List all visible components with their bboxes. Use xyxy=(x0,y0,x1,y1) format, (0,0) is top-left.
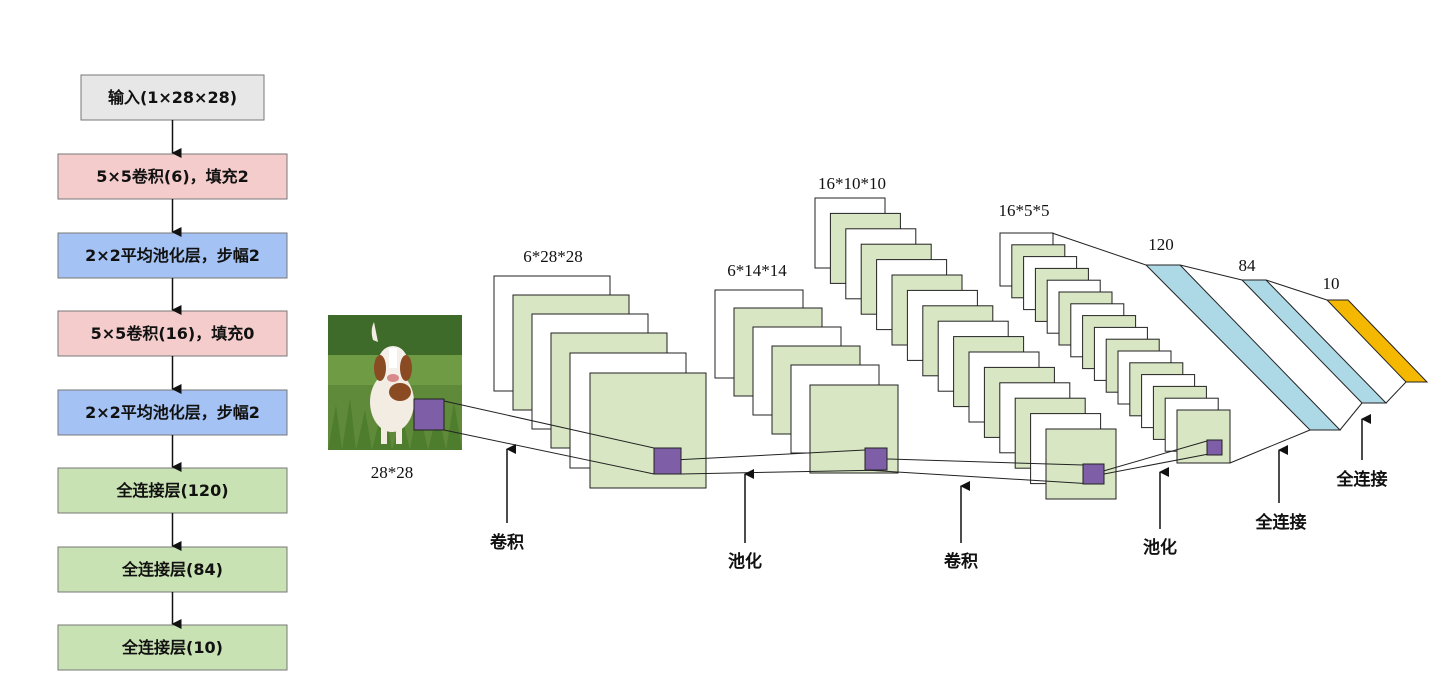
fc10-size-label: 10 xyxy=(1323,274,1340,293)
connector-line xyxy=(1229,429,1311,464)
fc120-size-label: 120 xyxy=(1148,235,1174,254)
kernel-pool1 xyxy=(864,447,888,471)
kernel-pool2 xyxy=(1206,439,1223,456)
connector-line xyxy=(1385,381,1407,404)
flow-box-input xyxy=(80,74,265,121)
flow-box-pool2 xyxy=(57,389,288,436)
flow-label-input: 输入(1×28×28) xyxy=(108,88,237,107)
conv2-size-label: 16*10*10 xyxy=(818,174,886,193)
connector-line xyxy=(1051,232,1147,266)
flow-label-fc10: 全连接层(10) xyxy=(121,638,223,657)
fc84-layer xyxy=(1240,279,1388,404)
pool2-size-label: 16*5*5 xyxy=(999,201,1050,220)
flow-box-fc10 xyxy=(57,624,288,671)
op-label-fc2: 全连接 xyxy=(1336,469,1388,490)
flow-box-conv1 xyxy=(57,153,288,200)
flow-box-conv2 xyxy=(57,310,288,357)
flow-label-pool2: 2×2平均池化层，步幅2 xyxy=(85,403,260,422)
op-label-conv2: 卷积 xyxy=(943,551,978,572)
op-label-pool1: 池化 xyxy=(728,551,762,572)
flow-label-pool1: 2×2平均池化层，步幅2 xyxy=(85,246,260,265)
kernel-projections xyxy=(443,400,1215,485)
kernel-conv2 xyxy=(1082,463,1105,485)
kernel-input xyxy=(413,398,445,431)
pool2-maps xyxy=(999,232,1231,464)
kernel-conv1 xyxy=(653,447,682,475)
flow-label-conv2: 5×5卷积(16)，填充0 xyxy=(91,324,255,343)
pool1-size-label: 6*14*14 xyxy=(727,261,787,280)
feature-map xyxy=(1176,409,1231,464)
pool1-maps xyxy=(714,289,899,474)
input-size-label: 28*28 xyxy=(371,463,414,482)
fc10-layer xyxy=(1325,299,1429,383)
flow-label-fc120: 全连接层(120) xyxy=(115,481,228,500)
op-label-pool2: 池化 xyxy=(1143,537,1177,558)
op-label-conv1: 卷积 xyxy=(489,532,524,553)
connector-line xyxy=(1339,402,1363,431)
conv2-maps xyxy=(814,197,1117,500)
connector-line xyxy=(1179,264,1243,281)
connector-line xyxy=(1265,279,1328,301)
flow-label-fc84: 全连接层(84) xyxy=(121,560,223,579)
flow-label-conv1: 5×5卷积(6)，填充2 xyxy=(96,167,249,186)
flowchart: 输入(1×28×28) 5×5卷积(6)，填充2 2×2平均池化层，步幅2 5×… xyxy=(57,74,288,671)
op-label-fc1: 全连接 xyxy=(1255,512,1307,533)
flow-box-fc120 xyxy=(57,467,288,514)
conv1-size-label: 6*28*28 xyxy=(523,247,583,266)
fc84-size-label: 84 xyxy=(1239,256,1257,275)
